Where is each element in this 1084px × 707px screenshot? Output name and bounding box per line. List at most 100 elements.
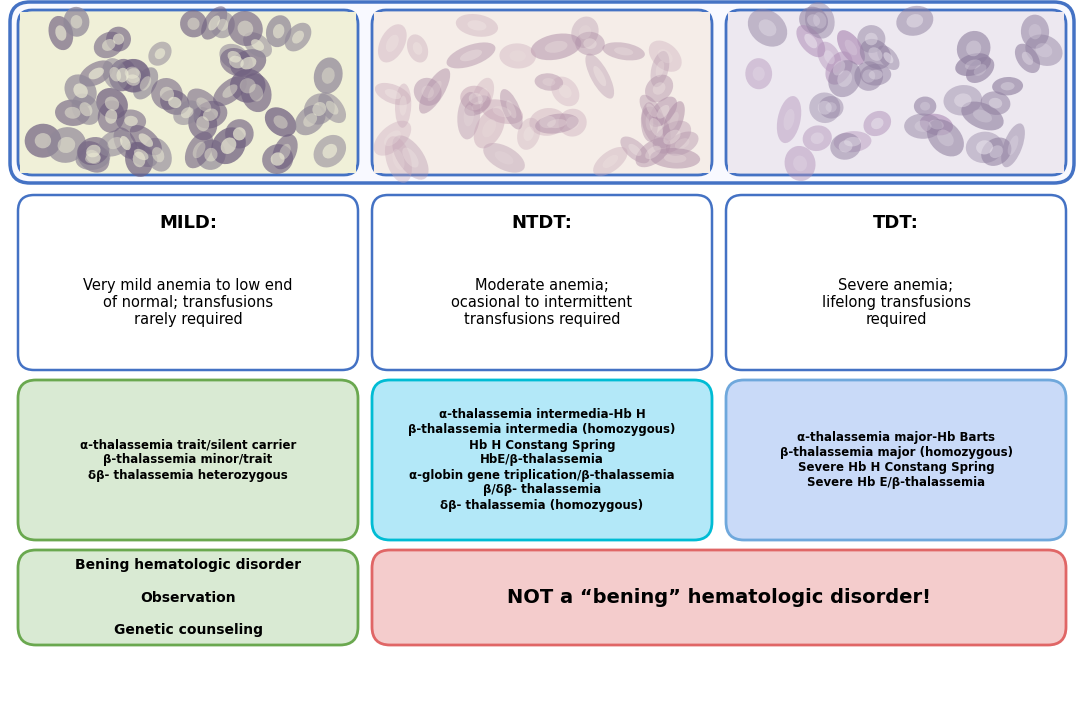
FancyBboxPatch shape bbox=[18, 10, 358, 175]
Ellipse shape bbox=[181, 107, 194, 118]
Ellipse shape bbox=[105, 97, 119, 110]
Ellipse shape bbox=[203, 108, 218, 121]
Ellipse shape bbox=[152, 147, 165, 163]
Ellipse shape bbox=[482, 119, 496, 137]
Ellipse shape bbox=[642, 107, 671, 148]
FancyBboxPatch shape bbox=[372, 380, 712, 540]
Ellipse shape bbox=[531, 33, 581, 60]
Ellipse shape bbox=[304, 113, 318, 127]
Ellipse shape bbox=[140, 76, 151, 90]
Ellipse shape bbox=[55, 100, 90, 126]
Ellipse shape bbox=[125, 142, 157, 167]
Ellipse shape bbox=[927, 119, 964, 156]
Ellipse shape bbox=[402, 148, 418, 168]
Ellipse shape bbox=[799, 6, 828, 34]
Ellipse shape bbox=[663, 101, 685, 141]
Ellipse shape bbox=[217, 19, 228, 31]
Ellipse shape bbox=[89, 68, 104, 79]
Ellipse shape bbox=[47, 127, 86, 163]
Ellipse shape bbox=[130, 125, 162, 156]
Ellipse shape bbox=[669, 112, 679, 130]
Ellipse shape bbox=[877, 45, 900, 70]
Ellipse shape bbox=[151, 78, 183, 110]
Ellipse shape bbox=[962, 102, 1004, 130]
Ellipse shape bbox=[25, 124, 61, 158]
Ellipse shape bbox=[989, 98, 1003, 108]
Ellipse shape bbox=[422, 86, 434, 98]
Ellipse shape bbox=[797, 25, 825, 57]
Ellipse shape bbox=[830, 133, 861, 160]
Ellipse shape bbox=[168, 97, 181, 108]
Ellipse shape bbox=[378, 24, 406, 62]
Ellipse shape bbox=[196, 139, 225, 170]
Ellipse shape bbox=[478, 88, 488, 105]
Ellipse shape bbox=[427, 81, 441, 101]
Ellipse shape bbox=[653, 82, 666, 95]
Ellipse shape bbox=[114, 127, 138, 159]
Ellipse shape bbox=[231, 49, 267, 77]
Ellipse shape bbox=[837, 30, 865, 65]
Ellipse shape bbox=[74, 83, 88, 98]
Ellipse shape bbox=[802, 125, 831, 151]
Ellipse shape bbox=[943, 85, 982, 115]
Ellipse shape bbox=[649, 97, 678, 127]
Ellipse shape bbox=[620, 136, 649, 163]
Ellipse shape bbox=[1021, 15, 1049, 49]
Ellipse shape bbox=[98, 100, 125, 133]
FancyBboxPatch shape bbox=[18, 195, 358, 370]
Ellipse shape bbox=[844, 40, 857, 55]
Ellipse shape bbox=[126, 74, 140, 86]
Ellipse shape bbox=[864, 111, 891, 136]
Ellipse shape bbox=[139, 134, 153, 147]
FancyBboxPatch shape bbox=[18, 550, 358, 645]
Ellipse shape bbox=[506, 100, 516, 118]
Ellipse shape bbox=[583, 38, 596, 49]
FancyBboxPatch shape bbox=[18, 380, 358, 540]
Ellipse shape bbox=[384, 130, 401, 146]
Ellipse shape bbox=[106, 27, 131, 52]
Ellipse shape bbox=[65, 107, 80, 119]
Ellipse shape bbox=[585, 54, 615, 99]
Ellipse shape bbox=[529, 108, 566, 136]
Ellipse shape bbox=[55, 25, 66, 41]
Ellipse shape bbox=[785, 146, 815, 181]
Ellipse shape bbox=[1029, 24, 1042, 40]
Ellipse shape bbox=[839, 140, 852, 152]
Ellipse shape bbox=[49, 16, 74, 50]
Ellipse shape bbox=[818, 96, 843, 119]
Ellipse shape bbox=[474, 108, 505, 148]
Ellipse shape bbox=[221, 137, 236, 154]
Ellipse shape bbox=[375, 83, 411, 105]
Ellipse shape bbox=[144, 138, 171, 172]
Ellipse shape bbox=[635, 138, 671, 168]
Ellipse shape bbox=[653, 121, 692, 153]
Ellipse shape bbox=[825, 52, 853, 85]
Ellipse shape bbox=[126, 68, 141, 83]
Ellipse shape bbox=[810, 93, 840, 123]
Text: α-thalassemia major-Hb Barts
β-thalassemia major (homozygous)
Severe Hb H Consta: α-thalassemia major-Hb Barts β-thalassem… bbox=[779, 431, 1012, 489]
FancyBboxPatch shape bbox=[372, 550, 1066, 645]
Ellipse shape bbox=[64, 74, 96, 107]
Ellipse shape bbox=[547, 119, 567, 128]
FancyBboxPatch shape bbox=[372, 10, 712, 175]
Ellipse shape bbox=[937, 129, 954, 146]
Ellipse shape bbox=[87, 145, 101, 158]
Ellipse shape bbox=[392, 149, 404, 170]
Ellipse shape bbox=[117, 67, 149, 93]
Ellipse shape bbox=[77, 137, 109, 165]
Ellipse shape bbox=[813, 12, 826, 28]
Ellipse shape bbox=[230, 69, 266, 103]
Ellipse shape bbox=[494, 151, 514, 165]
Ellipse shape bbox=[102, 58, 128, 90]
Ellipse shape bbox=[262, 144, 293, 174]
Ellipse shape bbox=[461, 86, 491, 112]
Ellipse shape bbox=[205, 148, 218, 162]
Ellipse shape bbox=[666, 132, 698, 156]
Ellipse shape bbox=[105, 110, 117, 124]
Ellipse shape bbox=[464, 105, 474, 127]
Ellipse shape bbox=[759, 19, 776, 36]
Ellipse shape bbox=[524, 127, 534, 141]
Ellipse shape bbox=[264, 107, 296, 136]
Ellipse shape bbox=[99, 129, 132, 156]
Ellipse shape bbox=[1008, 136, 1018, 156]
